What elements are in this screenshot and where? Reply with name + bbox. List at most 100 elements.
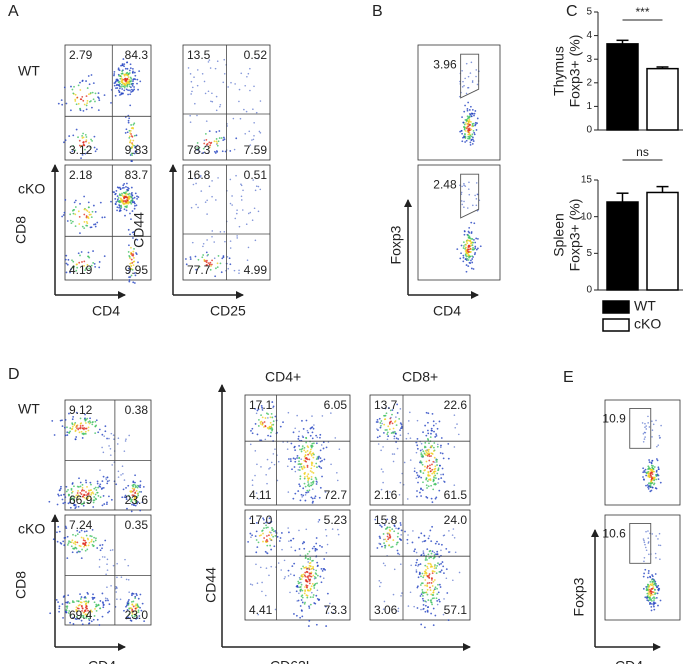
event-dot	[97, 109, 100, 112]
event-dot	[337, 533, 340, 536]
event-dot	[428, 577, 431, 579]
event-dot	[428, 455, 431, 458]
event-dot	[424, 610, 427, 613]
event-dot	[312, 559, 314, 562]
event-dot	[56, 503, 59, 506]
event-dot	[307, 453, 310, 456]
event-dot	[223, 72, 226, 75]
event-dot	[471, 133, 474, 136]
event-dot	[384, 538, 387, 541]
event-dot	[233, 269, 236, 272]
event-dot	[424, 604, 427, 607]
event-dot	[48, 500, 51, 503]
event-dot	[128, 280, 131, 283]
event-dot	[400, 534, 402, 536]
event-dot	[131, 254, 134, 257]
event-dot	[440, 444, 442, 447]
event-dot	[377, 429, 379, 432]
event-dot	[302, 573, 305, 576]
event-dot	[430, 601, 433, 604]
event-dot	[215, 150, 218, 152]
event-dot	[382, 431, 385, 434]
event-dot	[305, 457, 308, 460]
event-dot	[251, 432, 254, 435]
event-dot	[90, 226, 93, 229]
event-dot	[313, 575, 316, 578]
event-dot	[653, 470, 655, 473]
event-dot	[428, 442, 430, 445]
event-dot	[425, 601, 427, 603]
event-dot	[303, 449, 306, 452]
event-dot	[407, 420, 410, 422]
event-dot	[270, 461, 273, 464]
event-dot	[297, 435, 300, 438]
event-dot	[84, 133, 87, 136]
event-dot	[391, 453, 394, 455]
event-dot	[229, 240, 232, 242]
event-dot	[310, 462, 313, 465]
event-dot	[77, 494, 79, 497]
event-dot	[87, 617, 90, 620]
event-dot	[126, 188, 129, 191]
event-dot	[126, 67, 129, 70]
event-dot	[269, 416, 272, 419]
event-dot	[94, 92, 97, 95]
event-dot	[93, 615, 96, 617]
event-dot	[322, 447, 325, 450]
event-dot	[83, 213, 86, 216]
event-dot	[62, 502, 65, 505]
event-dot	[644, 596, 647, 599]
event-dot	[139, 509, 142, 512]
y-axis-label: Foxp3	[571, 577, 587, 616]
event-dot	[246, 259, 249, 262]
event-dot	[432, 475, 435, 478]
event-dot	[434, 564, 436, 566]
event-dot	[383, 524, 386, 526]
event-dot	[311, 471, 313, 473]
event-dot	[249, 443, 252, 446]
event-dot	[655, 596, 658, 599]
quadrant-value: 66.9	[69, 493, 93, 507]
event-dot	[319, 449, 322, 452]
event-dot	[441, 561, 444, 563]
event-dot	[645, 472, 648, 475]
event-dot	[388, 422, 391, 425]
event-dot	[424, 449, 427, 452]
event-dot	[651, 599, 653, 602]
event-dot	[427, 429, 429, 432]
event-dot	[136, 502, 139, 505]
event-dot	[327, 612, 330, 614]
event-dot	[427, 432, 430, 435]
event-dot	[87, 493, 90, 496]
event-dot	[66, 426, 68, 429]
event-dot	[331, 528, 334, 530]
event-dot	[655, 556, 657, 559]
event-dot	[206, 264, 209, 266]
event-dot	[264, 424, 267, 427]
event-dot	[302, 565, 304, 568]
event-dot	[650, 478, 653, 480]
event-dot	[310, 448, 312, 451]
event-dot	[305, 441, 308, 444]
event-dot	[435, 553, 437, 556]
event-dot	[400, 539, 403, 541]
event-dot	[293, 466, 296, 468]
event-dot	[264, 594, 267, 597]
event-dot	[401, 472, 403, 475]
event-dot	[649, 484, 652, 487]
event-dot	[83, 264, 86, 267]
event-dot	[85, 136, 88, 138]
event-dot	[431, 597, 434, 600]
event-dot	[463, 123, 466, 126]
event-dot	[299, 590, 302, 593]
event-dot	[308, 458, 311, 461]
quadrant-value: 0.38	[125, 403, 149, 417]
event-dot	[129, 86, 132, 89]
event-dot	[656, 459, 659, 462]
event-dot	[647, 583, 650, 586]
event-dot	[90, 216, 93, 219]
event-dot	[471, 142, 474, 145]
event-dot	[111, 549, 114, 551]
event-dot	[329, 602, 331, 605]
event-dot	[457, 433, 460, 436]
